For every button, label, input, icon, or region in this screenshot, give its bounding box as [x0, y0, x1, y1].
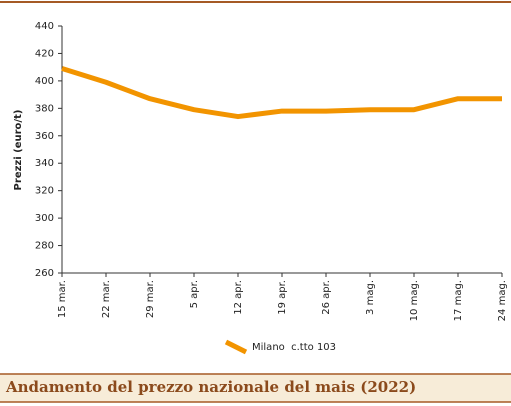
y-tick-label: 360	[35, 131, 54, 142]
y-tick-label: 420	[35, 48, 54, 59]
x-tick-label: 15 mar.	[57, 280, 68, 318]
y-tick-label: 260	[35, 268, 54, 279]
y-axis-label: Prezzi (euro/t)	[13, 110, 24, 191]
line	[61, 66, 502, 120]
title-band	[0, 374, 511, 402]
y-tick-label: 300	[35, 213, 54, 224]
y-tick-label: 320	[35, 186, 54, 197]
x-tick-label: 24 mag.	[497, 280, 508, 321]
y-tick-label: 400	[35, 76, 54, 87]
x-tick-label: 3 mag.	[365, 280, 376, 315]
x-tick-label: 10 mag.	[409, 280, 420, 321]
x-tick-label: 5 apr.	[189, 280, 200, 308]
chart-title: Andamento del prezzo nazionale del mais …	[5, 378, 416, 396]
legend-label: Milano c.tto 103	[252, 342, 336, 353]
x-tick-label: 26 apr.	[321, 280, 332, 315]
y-tick-label: 380	[35, 103, 54, 114]
x-tick-label: 19 apr.	[277, 280, 288, 315]
legend-swatch	[224, 339, 248, 355]
y-tick-label: 340	[35, 158, 54, 169]
y-tick-label: 440	[35, 21, 54, 32]
x-tick-label: 12 apr.	[233, 280, 244, 315]
y-tick-label: 280	[35, 241, 54, 252]
x-tick-label: 29 mar.	[145, 280, 156, 318]
x-tick-label: 17 mag.	[453, 280, 464, 321]
x-tick-label: 22 mar.	[101, 280, 112, 318]
